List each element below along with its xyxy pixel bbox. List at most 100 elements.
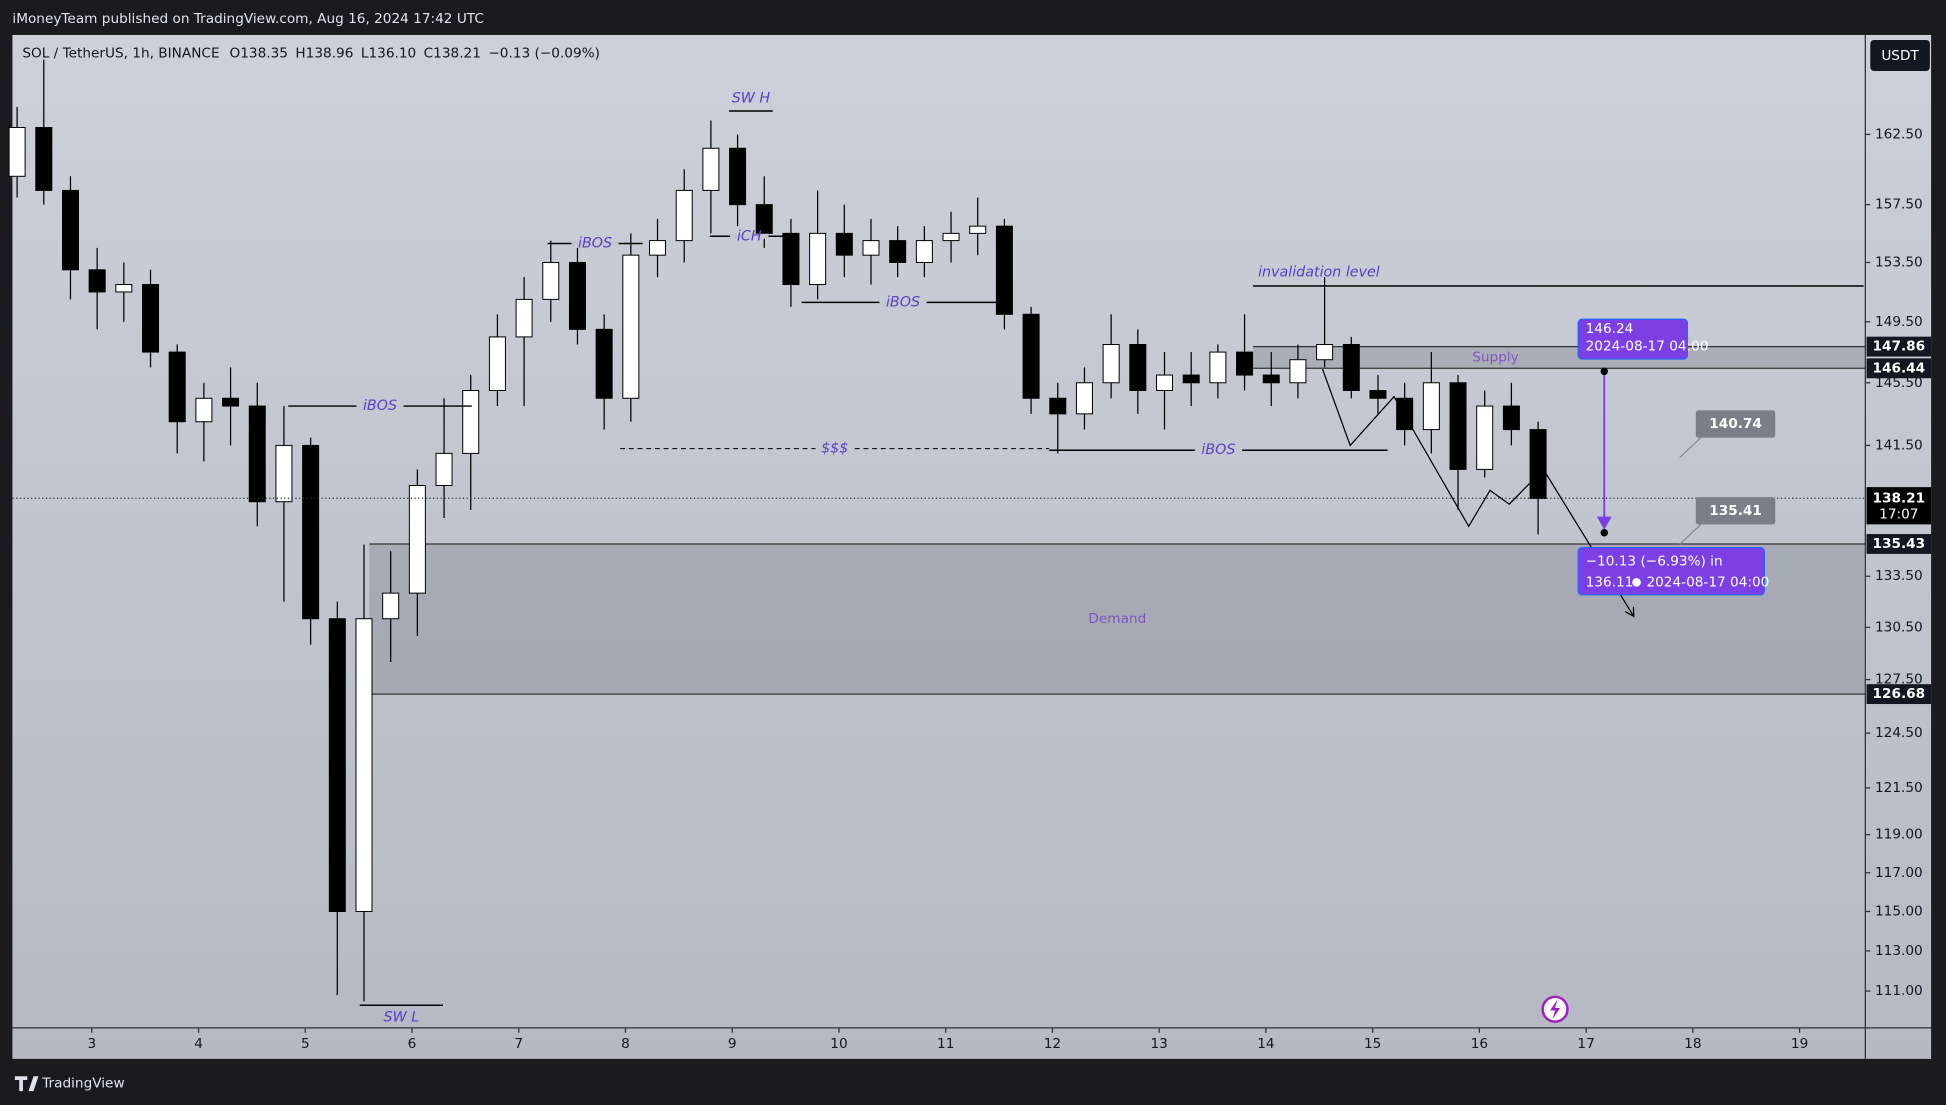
- y-tick-label: 133.50: [1875, 568, 1923, 584]
- candle-body: [1129, 343, 1147, 392]
- price-label: 126.68: [1873, 686, 1926, 702]
- zone-label: Supply: [1472, 349, 1518, 365]
- candle-body: [809, 232, 827, 286]
- x-tick-label: 6: [408, 1036, 417, 1052]
- candle-body: [1049, 397, 1067, 415]
- candle-body: [61, 189, 79, 271]
- x-tick-label: 4: [194, 1036, 203, 1052]
- publisher: iMoneyTeam published on TradingView.com,…: [12, 11, 483, 27]
- candle-body: [835, 232, 853, 256]
- price-label: 146.44: [1873, 360, 1926, 376]
- candle-body: [1422, 382, 1440, 431]
- annotation-label: SW H: [732, 91, 771, 107]
- candle-body: [462, 390, 480, 454]
- candle-body: [969, 225, 987, 234]
- candle-body: [1342, 343, 1360, 392]
- candle-body: [88, 269, 106, 293]
- annotation-label: SW L: [384, 1010, 420, 1026]
- measure-end: [1600, 528, 1608, 537]
- y-tick-label: 113.00: [1875, 943, 1923, 959]
- candle-body: [328, 618, 346, 913]
- measure-from: 146.24: [1586, 321, 1634, 337]
- x-tick-label: 14: [1257, 1036, 1274, 1052]
- x-tick-label: 3: [87, 1036, 96, 1052]
- candle-body: [862, 240, 880, 256]
- y-tick-label: 115.00: [1875, 904, 1923, 920]
- y-tick-label: 117.00: [1875, 865, 1923, 881]
- candle-body: [1289, 359, 1307, 384]
- x-tick-label: 19: [1791, 1036, 1808, 1052]
- annotation-label: $$$: [821, 441, 848, 457]
- candle-body: [302, 444, 320, 620]
- callout-label: 140.74: [1709, 416, 1762, 432]
- last-price: 138.21: [1873, 490, 1926, 506]
- annotation-gap: [1194, 447, 1242, 453]
- zone: [1253, 346, 1866, 369]
- candle-body: [1449, 382, 1467, 470]
- candle-body: [488, 336, 506, 392]
- x-tick-label: 10: [830, 1036, 847, 1052]
- symbol: SOL / TetherUS, 1h, BINANCE: [22, 46, 219, 62]
- y-tick-label: 153.50: [1875, 254, 1923, 270]
- candle-body: [1022, 313, 1040, 399]
- candle-body: [142, 284, 160, 353]
- candle-body: [622, 254, 640, 399]
- annotation-gap: [815, 446, 854, 452]
- candle-body: [755, 204, 773, 234]
- ohlc-low: L136.10: [361, 46, 416, 62]
- currency-box[interactable]: [1870, 39, 1930, 71]
- currency[interactable]: USDT: [1881, 48, 1919, 64]
- candle-body: [1529, 429, 1547, 499]
- x-tick-label: 16: [1471, 1036, 1488, 1052]
- price-label-box: [1866, 336, 1932, 357]
- y-tick-label: 119.00: [1875, 827, 1923, 843]
- annotation-label: invalidation level: [1258, 264, 1380, 280]
- candle-body: [649, 240, 667, 256]
- candle-body: [675, 189, 693, 242]
- candle-body: [222, 397, 240, 407]
- candle-body: [355, 618, 373, 913]
- y-tick-label: 141.50: [1875, 437, 1923, 453]
- symbol-header: SOL / TetherUS, 1h, BINANCE O138.35 H138.9…: [22, 46, 600, 62]
- clock-icon: [1632, 578, 1641, 587]
- ohlc-close: C138.21: [424, 46, 481, 62]
- candle-body: [35, 127, 53, 191]
- annotation-label: iBOS: [1201, 442, 1235, 458]
- candle-body: [1316, 343, 1334, 361]
- logo: [14, 1076, 39, 1092]
- measure-to-time: 2024-08-17 04:00: [1646, 574, 1769, 590]
- x-tick-label: 9: [728, 1036, 737, 1052]
- price-label-box: [1866, 684, 1932, 705]
- annotation-label: iCH: [737, 228, 762, 244]
- candle-body: [702, 147, 720, 191]
- candle-body: [1236, 351, 1254, 376]
- candle-body: [782, 232, 800, 286]
- x-tick-label: 18: [1684, 1036, 1701, 1052]
- candle-body: [568, 261, 586, 330]
- candle-body: [515, 298, 533, 338]
- candle-body: [542, 261, 560, 300]
- candle-body: [729, 147, 747, 206]
- candle-body: [595, 328, 613, 399]
- ohlc-open: O138.35: [230, 46, 288, 62]
- change: −0.13 (−0.09%): [488, 46, 600, 62]
- callout-pointer: [1679, 437, 1702, 458]
- zone-label: Demand: [1088, 611, 1146, 627]
- y-tick-label: 130.50: [1875, 619, 1923, 635]
- annotation-gap: [356, 403, 404, 409]
- y-tick-label: 111.00: [1875, 983, 1923, 999]
- candle-body: [168, 351, 186, 423]
- ohlc-high: H138.96: [295, 46, 353, 62]
- annotation-gap: [879, 299, 927, 305]
- x-tick-label: 12: [1044, 1036, 1061, 1052]
- annotation-label: iBOS: [886, 294, 920, 310]
- annotation-gap: [571, 241, 619, 246]
- y-tick-label: 157.50: [1875, 197, 1923, 213]
- x-tick-label: 17: [1577, 1036, 1594, 1052]
- callout-pointer: [1679, 523, 1702, 545]
- price-label-box: [1866, 534, 1932, 554]
- projection-path: [1321, 368, 1633, 615]
- y-tick-label: 121.50: [1875, 780, 1923, 796]
- candle-body: [8, 127, 26, 177]
- candle-body: [1075, 382, 1093, 415]
